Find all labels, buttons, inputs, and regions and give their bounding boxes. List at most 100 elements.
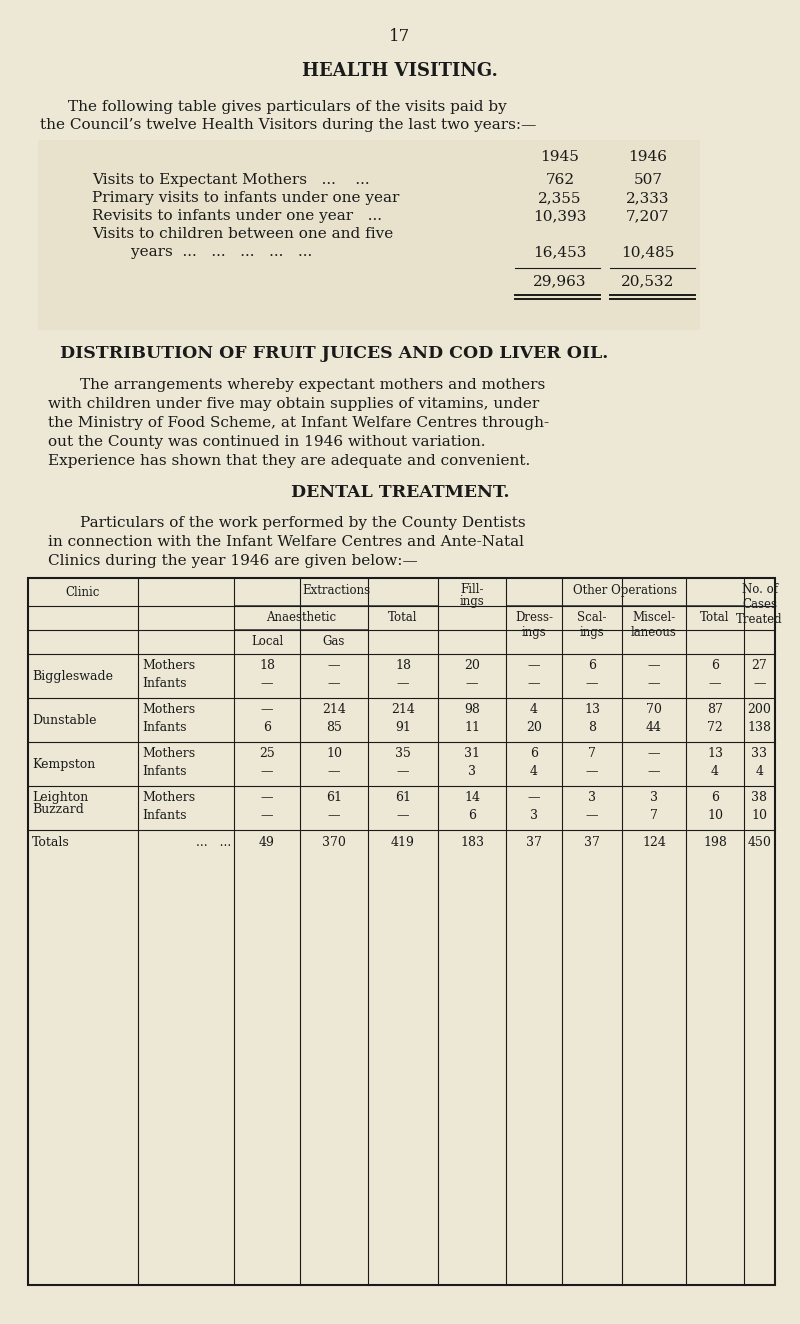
Text: 1946: 1946 — [629, 150, 667, 164]
Text: Buzzard: Buzzard — [32, 802, 84, 816]
Text: —: — — [261, 703, 274, 716]
Text: 20: 20 — [526, 722, 542, 733]
Text: Mothers: Mothers — [142, 747, 195, 760]
Text: Local: Local — [251, 636, 283, 647]
Text: 6: 6 — [588, 659, 596, 673]
Text: Total: Total — [388, 610, 418, 624]
Text: 35: 35 — [395, 747, 411, 760]
Text: 450: 450 — [747, 835, 771, 849]
Text: 14: 14 — [464, 790, 480, 804]
Text: Kempston: Kempston — [32, 759, 95, 771]
Text: 183: 183 — [460, 835, 484, 849]
Text: the Council’s twelve Health Visitors during the last two years:—: the Council’s twelve Health Visitors dur… — [40, 118, 536, 132]
Text: 11: 11 — [464, 722, 480, 733]
Text: 44: 44 — [646, 722, 662, 733]
Text: 18: 18 — [259, 659, 275, 673]
Text: —: — — [648, 659, 660, 673]
Text: —: — — [397, 765, 410, 779]
Text: Infants: Infants — [142, 677, 186, 690]
Text: 198: 198 — [703, 835, 727, 849]
Text: 31: 31 — [464, 747, 480, 760]
Text: —: — — [261, 677, 274, 690]
Text: —: — — [466, 677, 478, 690]
Text: 37: 37 — [584, 835, 600, 849]
Text: 200: 200 — [747, 703, 771, 716]
Text: No. of
Cases
Treated: No. of Cases Treated — [736, 583, 783, 626]
Text: DISTRIBUTION OF FRUIT JUICES AND COD LIVER OIL.: DISTRIBUTION OF FRUIT JUICES AND COD LIV… — [60, 346, 608, 361]
Text: Clinics during the year 1946 are given below:—: Clinics during the year 1946 are given b… — [48, 553, 418, 568]
Text: 49: 49 — [259, 835, 275, 849]
Text: Infants: Infants — [142, 809, 186, 822]
Text: 13: 13 — [707, 747, 723, 760]
Text: with children under five may obtain supplies of vitamins, under: with children under five may obtain supp… — [48, 397, 539, 410]
Text: 6: 6 — [711, 659, 719, 673]
Text: 85: 85 — [326, 722, 342, 733]
Text: 6: 6 — [468, 809, 476, 822]
Text: 507: 507 — [634, 173, 662, 187]
Text: The following table gives particulars of the visits paid by: The following table gives particulars of… — [68, 101, 506, 114]
Text: 370: 370 — [322, 835, 346, 849]
Text: —: — — [754, 677, 766, 690]
Text: 2,355: 2,355 — [538, 191, 582, 205]
Text: 17: 17 — [390, 28, 410, 45]
Text: 61: 61 — [395, 790, 411, 804]
Text: ...   ...: ... ... — [196, 835, 231, 849]
Text: Dunstable: Dunstable — [32, 714, 97, 727]
Text: 61: 61 — [326, 790, 342, 804]
Text: 214: 214 — [391, 703, 415, 716]
Text: 10,393: 10,393 — [534, 209, 586, 222]
Text: 8: 8 — [588, 722, 596, 733]
Text: —: — — [261, 809, 274, 822]
Text: —: — — [528, 659, 540, 673]
Text: years  ...   ...   ...   ...   ...: years ... ... ... ... ... — [92, 245, 312, 260]
Text: The arrangements whereby expectant mothers and mothers: The arrangements whereby expectant mothe… — [80, 377, 546, 392]
Text: 7: 7 — [588, 747, 596, 760]
Text: Dress-
ings: Dress- ings — [515, 610, 553, 639]
Text: 3: 3 — [468, 765, 476, 779]
Text: Visits to Expectant Mothers   ...    ...: Visits to Expectant Mothers ... ... — [92, 173, 370, 187]
Text: Other Operations: Other Operations — [573, 584, 677, 597]
Text: Total: Total — [700, 610, 730, 624]
Text: 214: 214 — [322, 703, 346, 716]
Text: 91: 91 — [395, 722, 411, 733]
Text: —: — — [261, 790, 274, 804]
Text: 2,333: 2,333 — [626, 191, 670, 205]
Text: 3: 3 — [650, 790, 658, 804]
Text: 33: 33 — [751, 747, 767, 760]
Text: 4: 4 — [755, 765, 763, 779]
Text: 18: 18 — [395, 659, 411, 673]
Text: —: — — [528, 790, 540, 804]
Text: 1945: 1945 — [541, 150, 579, 164]
Text: 4: 4 — [711, 765, 719, 779]
Text: 4: 4 — [530, 703, 538, 716]
Text: 70: 70 — [646, 703, 662, 716]
Text: —: — — [528, 677, 540, 690]
Bar — [28, 579, 775, 1286]
Text: 7,207: 7,207 — [626, 209, 670, 222]
Text: 37: 37 — [526, 835, 542, 849]
Text: Scal-
ings: Scal- ings — [578, 610, 606, 639]
Text: Infants: Infants — [142, 722, 186, 733]
Text: Visits to children between one and five: Visits to children between one and five — [92, 226, 394, 241]
Text: —: — — [709, 677, 722, 690]
Text: 6: 6 — [711, 790, 719, 804]
Text: 16,453: 16,453 — [534, 245, 586, 260]
Text: out the County was continued in 1946 without variation.: out the County was continued in 1946 wit… — [48, 436, 486, 449]
Text: DENTAL TREATMENT.: DENTAL TREATMENT. — [290, 485, 510, 500]
Text: 72: 72 — [707, 722, 723, 733]
Text: 20,532: 20,532 — [622, 274, 674, 289]
Text: Mothers: Mothers — [142, 703, 195, 716]
Text: 138: 138 — [747, 722, 771, 733]
Text: 3: 3 — [530, 809, 538, 822]
Text: 10: 10 — [751, 809, 767, 822]
Text: 3: 3 — [588, 790, 596, 804]
Text: Primary visits to infants under one year: Primary visits to infants under one year — [92, 191, 399, 205]
Text: —: — — [648, 747, 660, 760]
Text: 4: 4 — [530, 765, 538, 779]
Text: Leighton: Leighton — [32, 790, 88, 804]
Text: —: — — [397, 809, 410, 822]
Text: 20: 20 — [464, 659, 480, 673]
Text: 6: 6 — [530, 747, 538, 760]
Text: the Ministry of Food Scheme, at Infant Welfare Centres through-: the Ministry of Food Scheme, at Infant W… — [48, 416, 549, 430]
Text: —: — — [261, 765, 274, 779]
